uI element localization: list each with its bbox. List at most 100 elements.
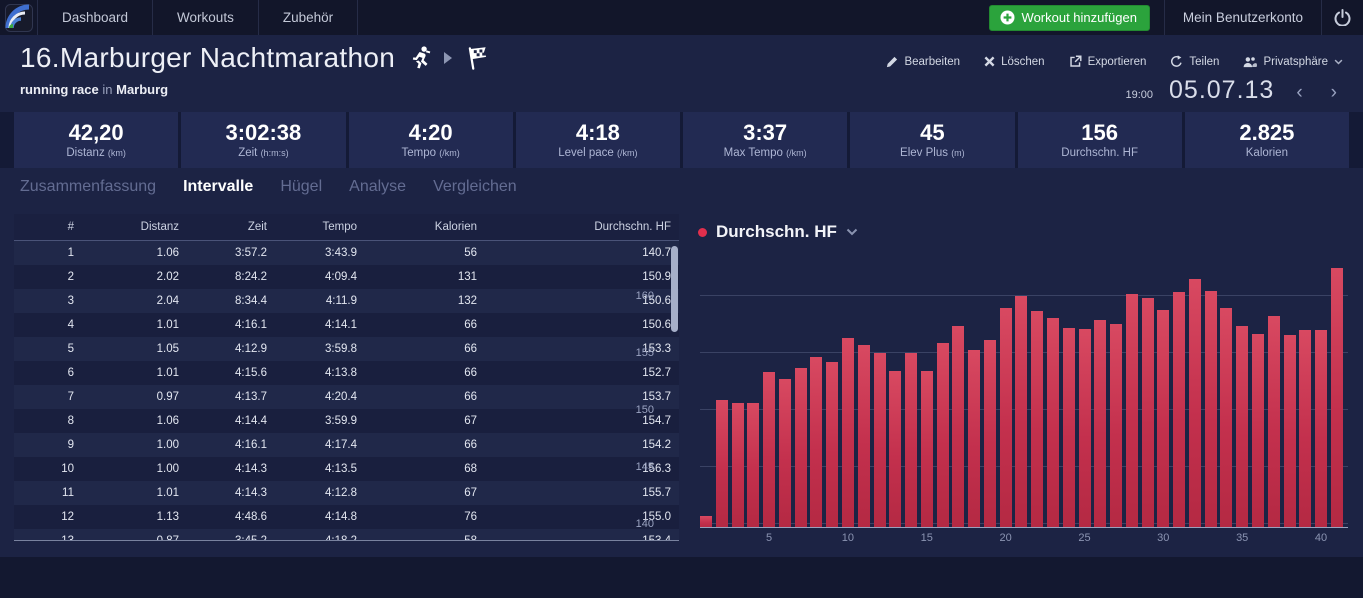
delete-button[interactable]: Löschen xyxy=(984,55,1045,68)
hf-bar xyxy=(905,353,917,528)
x-axis-label: 20 xyxy=(999,532,1012,544)
table-row: 10 1.00 4:14.3 4:13.5 68 156.3 xyxy=(14,457,679,481)
cell-zeit: 4:48.6 xyxy=(235,511,267,523)
tab-zusammenfassung[interactable]: Zusammenfassung xyxy=(20,178,157,195)
stat-label: Max Tempo (/km) xyxy=(723,147,807,160)
y-axis-label: 140 xyxy=(635,517,654,530)
hf-bar xyxy=(1315,330,1327,528)
cell-distanz: 2.04 xyxy=(156,295,179,307)
share-button[interactable]: Teilen xyxy=(1170,55,1219,68)
cell-durchschn-hf: 153.3 xyxy=(642,343,671,355)
hf-bar xyxy=(731,403,744,528)
stat-label: Kalorien xyxy=(1245,147,1288,160)
hf-bar xyxy=(1188,279,1201,528)
cell-kalorien: 66 xyxy=(464,343,477,355)
app-logo[interactable] xyxy=(0,0,38,35)
cell-distanz: 1.01 xyxy=(156,487,179,499)
privacy-button[interactable]: Privatsphäre xyxy=(1243,55,1343,68)
hf-bar xyxy=(1094,320,1107,528)
table-row: 9 1.00 4:16.1 4:17.4 66 154.2 xyxy=(14,433,679,457)
tab-analyse[interactable]: Analyse xyxy=(349,178,407,195)
x-axis-label: 15 xyxy=(920,532,933,544)
hf-bar xyxy=(1267,315,1280,528)
plus-icon xyxy=(1000,10,1015,24)
date-navigation: 19:00 05.07.13 ‹ › xyxy=(1125,76,1343,105)
stat-max-tempo: 3:37 Max Tempo (/km) xyxy=(683,112,848,168)
hf-bar xyxy=(1251,333,1264,528)
cell-tempo: 4:18.2 xyxy=(325,535,357,541)
stat-label: Level pace (/km) xyxy=(558,147,638,160)
hf-bar xyxy=(1330,267,1343,528)
cell-tempo: 4:13.8 xyxy=(325,367,357,379)
hf-bar xyxy=(1125,294,1138,528)
export-button[interactable]: Exportieren xyxy=(1069,55,1146,68)
hf-bar xyxy=(1046,317,1059,528)
table-row: 1 1.06 3:57.2 3:43.9 56 140.7 xyxy=(14,241,679,265)
cell--: 11 xyxy=(62,487,74,499)
cell--: 6 xyxy=(67,367,74,379)
cell--: 10 xyxy=(61,463,74,475)
stat-elev-plus: 45 Elev Plus (m) xyxy=(850,112,1015,168)
power-icon xyxy=(1334,9,1351,26)
cell--: 13 xyxy=(61,535,74,541)
chart-series-dropdown[interactable]: Durchschn. HF xyxy=(698,222,858,242)
cell--: 9 xyxy=(67,439,74,451)
cell-durchschn-hf: 155.0 xyxy=(642,511,671,523)
cell-zeit: 4:16.1 xyxy=(235,319,267,331)
cell-distanz: 2.02 xyxy=(156,271,179,283)
workout-actions: Bearbeiten Löschen Exportieren Teilen Privat… xyxy=(886,55,1343,68)
next-workout-button[interactable]: › xyxy=(1330,82,1337,103)
cell-kalorien: 56 xyxy=(464,247,477,259)
tab-hügel[interactable]: Hügel xyxy=(280,178,323,195)
cell-kalorien: 76 xyxy=(464,511,477,523)
table-scrollbar[interactable] xyxy=(671,246,678,332)
cell-tempo: 3:43.9 xyxy=(325,247,357,259)
action-label: Bearbeiten xyxy=(904,55,961,68)
hf-bar xyxy=(810,356,823,528)
y-axis-label: 155 xyxy=(635,347,654,360)
add-workout-label: Workout hinzufügen xyxy=(1021,9,1137,25)
cell-distanz: 1.01 xyxy=(156,367,179,379)
table-row: 8 1.06 4:14.4 3:59.9 67 154.7 xyxy=(14,409,679,433)
hf-bar xyxy=(747,403,760,528)
workout-header: 16.Marburger Nachtmarathon xyxy=(20,42,489,97)
cell-tempo: 4:17.4 xyxy=(325,439,357,451)
hf-bar xyxy=(1283,334,1296,528)
summary-stats: 42,20 Distanz (km) 3:02:38 Zeit (h:m:s) 4:20… xyxy=(0,112,1363,168)
stat-value: 3:02:38 xyxy=(225,119,302,145)
chart-series-label: Durchschn. HF xyxy=(716,222,837,241)
cell--: 5 xyxy=(67,343,74,355)
stat-label: Zeit (h:m:s) xyxy=(238,147,289,160)
nav-item-dashboard[interactable]: Dashboard xyxy=(38,0,154,35)
cell-zeit: 8:34.4 xyxy=(235,295,267,307)
hf-bar xyxy=(857,345,870,528)
hf-chart-panel: Durchschn. HF 140 145 150 155 160 5 10 15 20 25 30… xyxy=(636,214,1363,559)
location-prefix: in xyxy=(102,82,113,97)
hf-bar xyxy=(763,372,776,528)
cell-distanz: 1.13 xyxy=(156,511,179,523)
hf-bar xyxy=(841,338,854,528)
cell-durchschn-hf: 156.3 xyxy=(642,463,671,475)
x-axis-label: 5 xyxy=(766,532,773,544)
brand-swoosh-icon xyxy=(4,3,33,32)
logout-button[interactable] xyxy=(1321,0,1363,35)
cell-kalorien: 58 xyxy=(464,535,477,541)
tab-intervalle[interactable]: Intervalle xyxy=(183,178,254,195)
runner-icon xyxy=(412,45,431,68)
prev-workout-button[interactable]: ‹ xyxy=(1296,82,1303,103)
stat-value: 156 xyxy=(1081,119,1118,145)
hf-bar xyxy=(873,353,886,528)
stat-kalorien: 2.825 Kalorien xyxy=(1184,112,1349,168)
hf-bar-plot xyxy=(700,260,1348,528)
edit-button[interactable]: Bearbeiten xyxy=(886,55,960,68)
add-workout-button[interactable]: Workout hinzufügen xyxy=(988,4,1150,31)
nav-item-workouts[interactable]: Workouts xyxy=(153,0,259,35)
hf-bar xyxy=(794,367,807,528)
nav-item-zubehör[interactable]: Zubehör xyxy=(259,0,359,35)
tab-vergleichen[interactable]: Vergleichen xyxy=(433,178,517,195)
account-menu[interactable]: Mein Benutzerkonto xyxy=(1163,0,1321,35)
top-navbar: Dashboard Workouts Zubehör Workout hinzufü… xyxy=(0,0,1363,35)
hf-bar xyxy=(715,399,728,528)
table-row: 6 1.01 4:15.6 4:13.8 66 152.7 xyxy=(14,361,679,385)
intervals-table: # Distanz Zeit Tempo Kalorien Durchschn. HF 1… xyxy=(14,214,679,541)
